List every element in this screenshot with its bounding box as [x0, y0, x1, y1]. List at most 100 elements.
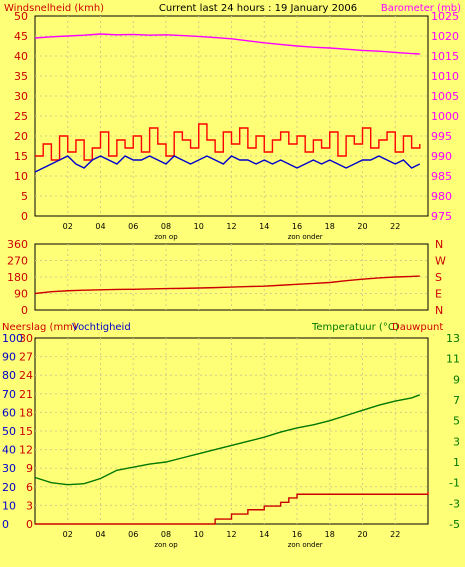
temperature-tick: 5	[453, 415, 460, 428]
rain-tick: 18	[19, 406, 33, 419]
wind-panel-xtick: 12	[226, 222, 236, 231]
temperature-tick: -3	[449, 497, 460, 510]
humidity-tick: 10	[2, 499, 16, 512]
barometer-tick: 1025	[431, 10, 459, 23]
rain-tick: 15	[19, 425, 33, 438]
wind-panel-xtick: 22	[390, 222, 400, 231]
wind-tick: 50	[14, 10, 28, 23]
rain-tick: 21	[19, 388, 33, 401]
temperature-tick: 13	[446, 332, 460, 345]
compass-tick: N	[435, 238, 443, 251]
temp-panel-xtick: 06	[128, 530, 138, 539]
compass-tick: S	[435, 271, 442, 284]
humidity-tick: 100	[2, 332, 23, 345]
compass-tick: E	[435, 288, 442, 301]
wind-tick: 5	[21, 190, 28, 203]
wind-tick: 10	[14, 170, 28, 183]
wind-panel-xtick: 02	[63, 222, 73, 231]
sunrise-label: zon op	[154, 541, 178, 549]
humidity-tick: 80	[2, 369, 16, 382]
temp-panel-xtick: 16	[292, 530, 302, 539]
barometer-tick: 1000	[431, 110, 459, 123]
temperature-tick: 11	[446, 353, 460, 366]
wind-panel-xtick: 08	[161, 222, 171, 231]
temp-panel-xtick: 20	[357, 530, 367, 539]
temperature-tick: 1	[453, 456, 460, 469]
compass-tick: N	[435, 304, 443, 317]
rain-tick: 12	[19, 444, 33, 457]
barometer-tick: 1010	[431, 70, 459, 83]
direction-tick: 360	[7, 238, 28, 251]
barometer-tick: 990	[431, 150, 452, 163]
wind-tick: 35	[14, 70, 28, 83]
temp-panel-xtick: 02	[63, 530, 73, 539]
temp-panel-xtick: 18	[325, 530, 335, 539]
wind-gust-line	[34, 155, 421, 173]
wind-panel-xtick: 16	[292, 222, 302, 231]
wind-speed-line	[35, 123, 421, 161]
barometer-tick: 1005	[431, 90, 459, 103]
temp-panel-xtick: 04	[95, 530, 105, 539]
wind-panel-xtick: 20	[357, 222, 367, 231]
barometer-tick: 1015	[431, 50, 459, 63]
rain-axis-title: Neerslag (mm)	[2, 322, 77, 333]
barometer-tick: 985	[431, 170, 452, 183]
sunrise-label: zon op	[154, 233, 178, 241]
direction-line	[34, 275, 420, 295]
temperature-line	[34, 394, 421, 486]
rain-tick: 6	[26, 481, 33, 494]
direction-tick: 270	[7, 255, 28, 268]
temperature-tick: 7	[453, 394, 460, 407]
rain-tick: 0	[26, 518, 33, 531]
wind-tick: 30	[14, 90, 28, 103]
rain-tick: 27	[19, 351, 33, 364]
barometer-axis-title: Barometer (mb)	[381, 3, 461, 14]
wind-tick: 20	[14, 130, 28, 143]
wind-panel-xtick: 14	[259, 222, 269, 231]
wind-panel-xtick: 04	[95, 222, 105, 231]
wind-tick: 15	[14, 150, 28, 163]
wind-tick: 25	[14, 110, 28, 123]
temp-panel-xtick: 10	[194, 530, 204, 539]
barometer-tick: 980	[431, 190, 452, 203]
humidity-tick: 90	[2, 351, 16, 364]
barometer-line	[34, 33, 420, 55]
temperature-tick: 9	[453, 373, 460, 386]
barometer-tick: 995	[431, 130, 452, 143]
dewpoint-axis-title: Dauwpunt	[392, 322, 443, 333]
temperature-tick: 3	[453, 435, 460, 448]
rain-line	[35, 491, 429, 525]
temperature-axis-title: Temperatuur (°C)	[311, 322, 399, 333]
temperature-tick: -5	[449, 518, 460, 531]
wind-tick: 0	[21, 210, 28, 223]
wind-panel-xtick: 06	[128, 222, 138, 231]
humidity-tick: 40	[2, 444, 16, 457]
humidity-tick: 0	[2, 518, 9, 531]
wind-panel-xtick: 18	[325, 222, 335, 231]
direction-tick: 0	[21, 304, 28, 317]
barometer-tick: 1020	[431, 30, 459, 43]
humidity-tick: 50	[2, 425, 16, 438]
humidity-tick: 70	[2, 388, 16, 401]
temp-panel-xtick: 08	[161, 530, 171, 539]
humidity-tick: 60	[2, 406, 16, 419]
direction-tick: 180	[7, 271, 28, 284]
compass-tick: W	[435, 255, 446, 268]
chart-title: Current last 24 hours : 19 January 2006	[159, 3, 357, 14]
barometer-tick: 975	[431, 210, 452, 223]
sunset-label: zon onder	[288, 541, 323, 549]
rain-tick: 30	[19, 332, 33, 345]
temp-panel-xtick: 12	[226, 530, 236, 539]
direction-tick: 90	[14, 288, 28, 301]
wind-panel-xtick: 10	[194, 222, 204, 231]
temperature-tick: -1	[449, 477, 460, 490]
temp-panel-xtick: 22	[390, 530, 400, 539]
wind-axis-title: Windsnelheid (kmh)	[4, 3, 104, 14]
humidity-tick: 30	[2, 462, 16, 475]
sunset-label: zon onder	[288, 233, 323, 241]
humidity-tick: 20	[2, 481, 16, 494]
rain-tick: 9	[26, 462, 33, 475]
wind-tick: 40	[14, 50, 28, 63]
